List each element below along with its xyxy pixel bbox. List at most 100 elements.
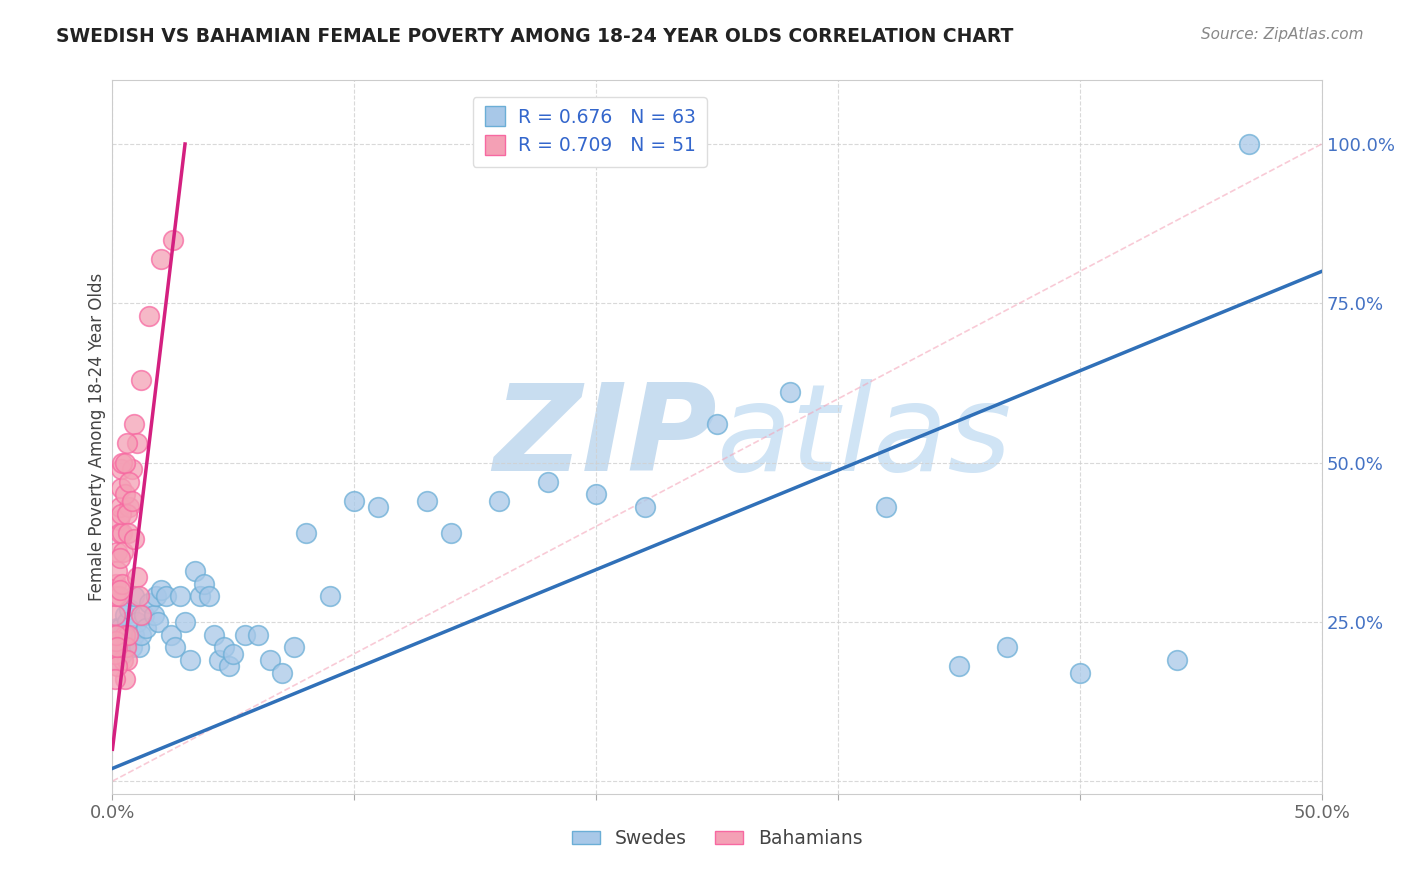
Point [110,462,132,476]
Point [121,493,143,508]
Point [295,525,318,540]
Point [208,653,231,667]
Point [198,590,221,604]
Point [108,582,131,597]
Point [142,608,165,623]
Point [212,640,235,655]
Point [105,640,128,655]
Point [149,252,172,266]
Point [121,462,143,476]
Point [105,634,128,648]
Point [111,525,134,540]
Point [128,640,150,655]
Point [110,507,132,521]
Point [222,647,245,661]
Point [319,590,342,604]
Point [188,590,211,604]
Point [131,608,153,623]
Point [125,436,148,450]
Point [105,621,128,635]
Point [283,640,305,655]
Point [105,576,128,591]
Point [105,627,128,641]
Point [107,590,129,604]
Text: atlas: atlas [717,378,1012,496]
Point [159,627,181,641]
Point [367,500,389,515]
Point [1166,653,1188,667]
Y-axis label: Female Poverty Among 18-24 Year Olds: Female Poverty Among 18-24 Year Olds [87,273,105,601]
Point [108,525,131,540]
Point [155,590,177,604]
Text: SWEDISH VS BAHAMIAN FEMALE POVERTY AMONG 18-24 YEAR OLDS CORRELATION CHART: SWEDISH VS BAHAMIAN FEMALE POVERTY AMONG… [56,27,1014,45]
Point [270,665,292,680]
Point [131,627,153,641]
Point [110,481,132,495]
Point [706,417,728,432]
Point [779,385,801,400]
Point [122,590,145,604]
Point [114,640,136,655]
Point [183,564,205,578]
Point [122,417,145,432]
Text: ZIP: ZIP [494,378,717,496]
Point [108,621,131,635]
Point [108,500,131,515]
Point [115,436,138,450]
Point [111,576,134,591]
Point [343,493,366,508]
Point [131,373,153,387]
Point [125,615,148,629]
Point [132,608,155,623]
Point [128,590,150,604]
Point [105,590,128,604]
Point [202,627,225,641]
Point [948,659,970,673]
Point [138,309,160,323]
Point [135,621,157,635]
Point [125,570,148,584]
Legend: Swedes, Bahamians: Swedes, Bahamians [564,822,870,855]
Point [114,634,136,648]
Point [235,627,257,641]
Point [117,525,139,540]
Point [218,659,240,673]
Point [174,615,197,629]
Point [162,233,184,247]
Point [104,672,127,686]
Point [105,640,128,655]
Point [114,627,136,641]
Point [104,634,127,648]
Point [105,659,128,673]
Point [537,475,560,489]
Point [105,564,128,578]
Point [118,475,141,489]
Point [148,615,170,629]
Point [104,647,127,661]
Point [117,627,139,641]
Point [259,653,281,667]
Point [145,590,167,604]
Point [121,640,143,655]
Point [488,493,510,508]
Point [138,596,160,610]
Point [149,582,172,597]
Point [169,590,191,604]
Point [440,525,463,540]
Point [108,551,131,566]
Point [111,627,134,641]
Point [633,500,655,515]
Point [1069,665,1091,680]
Point [179,653,201,667]
Point [112,653,135,667]
Point [107,513,129,527]
Point [118,602,141,616]
Point [416,493,439,508]
Point [165,640,187,655]
Text: Source: ZipAtlas.com: Source: ZipAtlas.com [1201,27,1364,42]
Point [995,640,1018,655]
Point [585,487,607,501]
Point [105,653,128,667]
Point [246,627,269,641]
Point [118,500,141,515]
